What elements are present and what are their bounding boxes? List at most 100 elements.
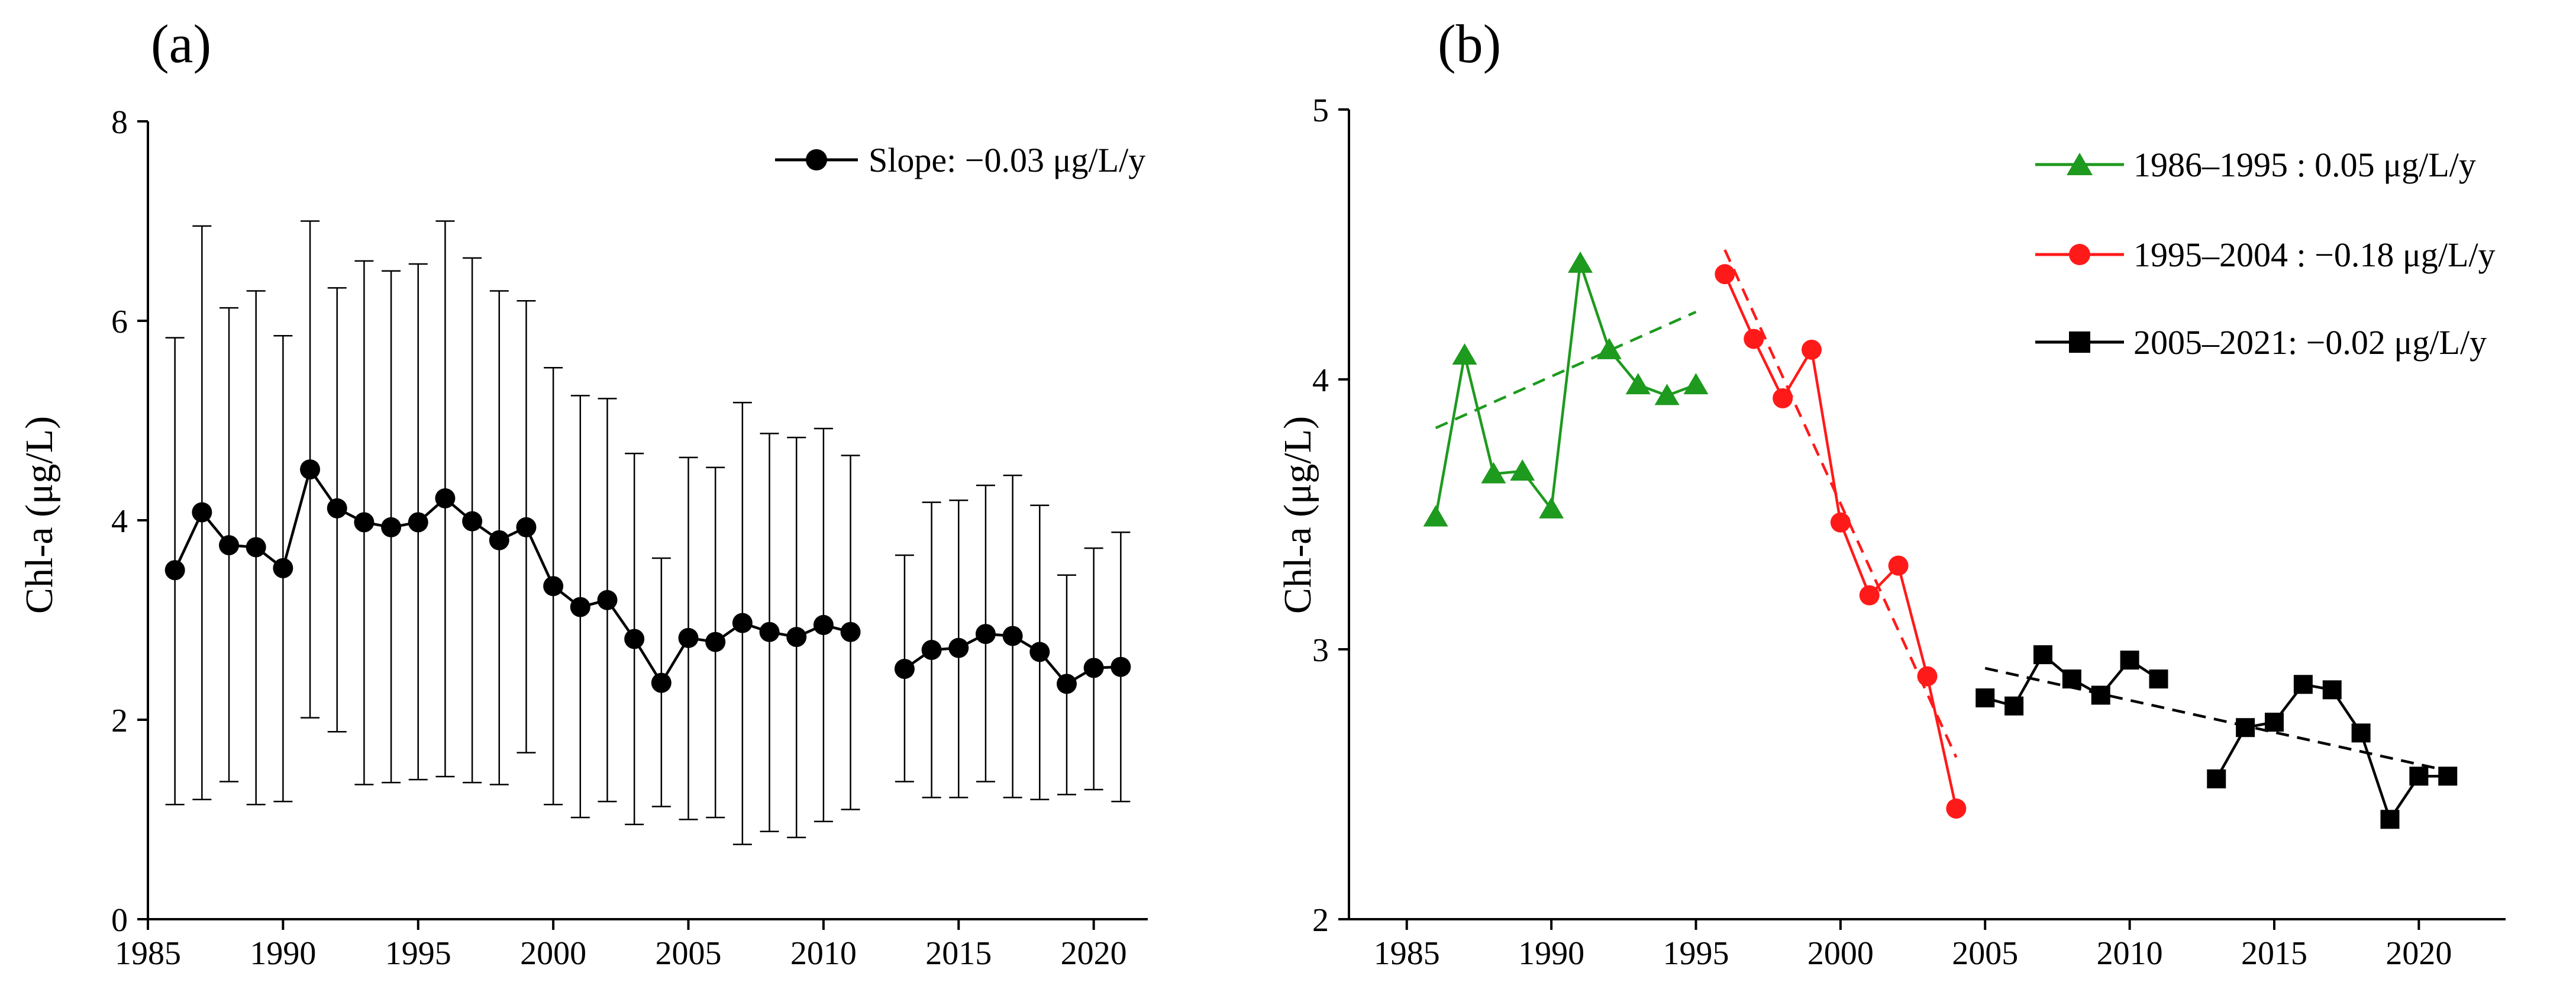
- panel-b-data-point-1: [1654, 384, 1680, 405]
- panel-a-x-tick-label: 2020: [1061, 935, 1127, 972]
- panel-b-data-point-3: [2207, 769, 2226, 788]
- panel-b-series-line-3: [2215, 682, 2448, 823]
- panel-b-data-point-2: [1859, 585, 1880, 606]
- panel-b-data-point-3: [2062, 669, 2081, 689]
- panel-a-legend-label: Slope: −0.03 μg/L/y: [869, 141, 1145, 179]
- panel-a-data-point: [921, 640, 942, 661]
- panel-b-data-point-2: [1744, 329, 1764, 349]
- panel-b-trend-line-3: [1984, 666, 2448, 772]
- panel-b-legend-entry-1: 1986–1995 : 0.05 μg/L/y: [2035, 146, 2476, 184]
- panel-b-series-line-2: [1723, 273, 1958, 809]
- panel-b-data-point-1: [1625, 373, 1651, 395]
- panel-b-legend-marker-1: [2067, 153, 2093, 175]
- panel-b-y-tick-label: 4: [1312, 362, 1329, 399]
- panel-a-data-point: [300, 459, 321, 480]
- panel-b-data-point-1: [1596, 337, 1622, 359]
- panel-b-trend-line-2: [1723, 249, 1958, 758]
- panel-b-data-point-3: [1975, 688, 1995, 708]
- panel-a-data-point: [759, 621, 780, 642]
- panel-b-y-tick-label: 3: [1312, 632, 1329, 669]
- panel-a-data-point: [435, 488, 456, 508]
- panel-b-data-point-1: [1539, 497, 1564, 519]
- panel-a-y-axis-title: Chl-a (μg/L): [18, 416, 61, 614]
- panel-a-data-point: [543, 576, 564, 597]
- panel-a-chart: (a) Chl-a (μg/L) 0 2 4 6 8 1985 1990 1995 2000 20…: [18, 14, 1148, 972]
- panel-a-data-point: [273, 558, 293, 578]
- panel-b-legend-label-2: 1995–2004 : −0.18 μg/L/y: [2133, 236, 2496, 274]
- panel-b-x-tick-label: 2015: [2241, 935, 2307, 972]
- panel-a-x-tick-label: 2010: [790, 935, 857, 972]
- panel-a-x-tick-label: 1985: [115, 935, 181, 972]
- panel-b-x-tick-label: 2000: [1807, 935, 1874, 972]
- panel-b-data-point-2: [1946, 798, 1967, 819]
- panel-b-axes: 2 3 4 5 1985 1990 1995 2000 2005 2010 2015 2020: [1312, 92, 2506, 972]
- panel-b-data-point-3: [2091, 685, 2110, 705]
- panel-a-data-point: [786, 627, 807, 648]
- panel-b-data-point-1: [1423, 505, 1448, 527]
- panel-a-data-point: [516, 517, 537, 537]
- panel-a-data-point: [1083, 658, 1104, 678]
- panel-a-data-point: [1056, 674, 1077, 694]
- panel-b-trend-lines: [1435, 249, 2448, 772]
- panel-a-data-point: [219, 535, 240, 556]
- panel-a-data-point: [408, 512, 428, 533]
- panel-a-data-point: [570, 597, 590, 617]
- panel-b-chart: (b) Chl-a (μg/L) 2 3 4 5 1985 1990 1995 2000 200…: [1276, 14, 2506, 972]
- panel-a-y-tick-label: 2: [111, 703, 128, 739]
- panel-b-series-line-1: [1434, 263, 1697, 517]
- panel-a-data-point: [1111, 656, 1131, 677]
- panel-b-data-point-2: [1715, 264, 1735, 285]
- panel-a-data-point: [597, 590, 618, 610]
- panel-a-axes: 0 2 4 6 8 1985 1990 1995 2000 2005 2010 2015 2020: [111, 104, 1148, 972]
- panel-b-y-tick-label: 2: [1312, 902, 1329, 939]
- panel-a-data-point: [651, 672, 672, 693]
- panel-b-legend-marker-2: [2069, 244, 2090, 265]
- panel-a-data-point: [489, 530, 509, 550]
- panel-a-data-points: [164, 459, 1131, 694]
- panel-a-y-tick-label: 0: [111, 902, 128, 939]
- panel-b-data-point-3: [2120, 650, 2139, 670]
- panel-b-data-point-1: [1683, 373, 1709, 395]
- panel-b-data-point-3: [2322, 680, 2342, 700]
- panel-a-data-point: [381, 517, 402, 537]
- panel-b-data-point-1: [1481, 462, 1506, 484]
- panel-a-data-point: [354, 512, 375, 533]
- panel-a-x-tick-label: 2000: [520, 935, 586, 972]
- panel-a-data-point: [678, 627, 699, 648]
- panel-a-label: (a): [151, 14, 211, 74]
- panel-b-data-point-2: [1773, 388, 1793, 408]
- panel-b-legend: 1986–1995 : 0.05 μg/L/y 1995–2004 : −0.1…: [2035, 146, 2496, 362]
- panel-a-data-point: [164, 560, 185, 581]
- panel-b-data-point-1: [1510, 459, 1535, 481]
- panel-b-data-point-3: [2004, 696, 2024, 716]
- panel-b-legend-label-3: 2005–2021: −0.02 μg/L/y: [2133, 323, 2487, 362]
- panel-a-data-point: [327, 498, 347, 519]
- panel-b-trend-line-1: [1435, 310, 1697, 430]
- panel-a-data-point: [948, 637, 969, 658]
- panel-a-data-point: [975, 624, 996, 645]
- panel-b-data-point-2: [1802, 339, 1822, 360]
- panel-b-legend-entry-2: 1995–2004 : −0.18 μg/L/y: [2035, 236, 2496, 274]
- panel-b-y-axis-title: Chl-a (μg/L): [1276, 416, 1319, 614]
- panel-a-data-point: [192, 502, 212, 523]
- panel-b-data-point-3: [2409, 767, 2429, 786]
- panel-a-data-point: [246, 537, 266, 558]
- panel-b-data-point-3: [2380, 810, 2400, 829]
- panel-a-x-tick-label: 2005: [656, 935, 722, 972]
- panel-b-x-tick-label: 1995: [1663, 935, 1729, 972]
- panel-b-data-point-2: [1888, 555, 1909, 576]
- panel-b-data-point-1: [1568, 251, 1593, 273]
- panel-a-data-point: [462, 511, 483, 532]
- panel-a-data-point: [624, 629, 645, 649]
- panel-a-x-tick-label: 1995: [385, 935, 451, 972]
- panel-b-data-point-3: [2351, 723, 2371, 743]
- panel-a-series-line: [173, 466, 851, 685]
- panel-b-legend-entry-3: 2005–2021: −0.02 μg/L/y: [2035, 323, 2487, 362]
- panel-b-data-point-1: [1452, 343, 1477, 365]
- panel-b-data-point-3: [2293, 675, 2313, 694]
- panel-b-data-point-3: [2236, 718, 2255, 738]
- panel-b-x-tick-label: 2005: [1952, 935, 2018, 972]
- panel-b-data-point-3: [2149, 669, 2168, 689]
- panel-a-error-bars: [165, 220, 1131, 845]
